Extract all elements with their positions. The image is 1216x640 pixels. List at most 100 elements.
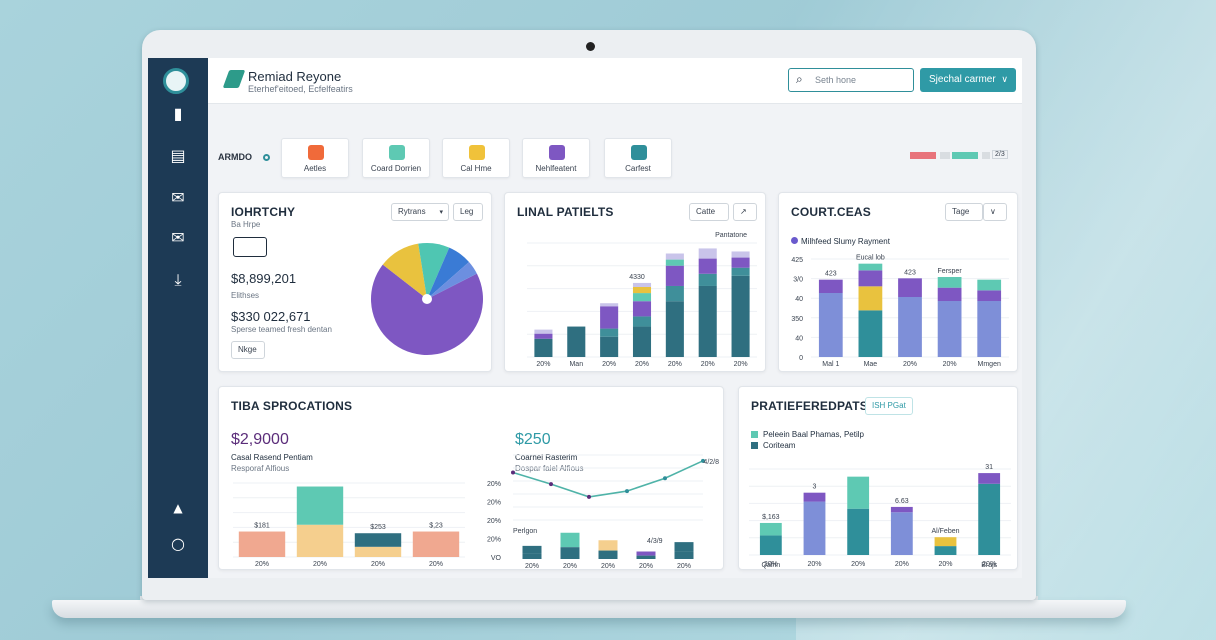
quick-action-0[interactable]: Aetles [281, 138, 349, 178]
bar-segment [632, 301, 652, 317]
x-tick-label: 20% [635, 361, 649, 368]
bar-segment [632, 293, 652, 302]
y-tick-label: 20% [487, 481, 501, 488]
revenue-bar-chart: 20% $181 20% 20% $253 20% $,23 VO 20% 20% 20% 20% [233, 481, 502, 568]
legend-swatch [751, 431, 758, 438]
trend-line-chart: 4/2/8 20% 20% 20% 20% 20% Perlgon 4/3/9 [511, 454, 719, 569]
laptop-base [52, 600, 1126, 618]
data-label: 423 [825, 271, 837, 278]
x-tick-label: 20% [764, 561, 778, 568]
mini-bar [636, 555, 656, 559]
y-tick-label: 350 [791, 316, 803, 323]
trend-point [587, 494, 591, 499]
pie-slice [371, 264, 483, 355]
up-arrow-icon[interactable]: ▲ [173, 501, 183, 515]
quick-action-icon [469, 145, 485, 160]
y-tick-label: 425 [791, 257, 803, 264]
sidebar: ▮ ▤ ✉ ✉ ⤓ ▲ ○ [148, 58, 208, 578]
badge[interactable]: ISH PGat [865, 397, 913, 415]
trend-point [549, 482, 553, 487]
bar-segment [978, 483, 1001, 555]
quick-action-3[interactable]: Nehlfeatent [522, 138, 590, 178]
search-input[interactable]: ⌕ Seth hone [788, 68, 914, 92]
trend-point [511, 470, 515, 475]
bag-icon[interactable]: ▮ [173, 104, 183, 123]
caret-down-icon: ▾ [439, 208, 443, 216]
period-dropdown[interactable]: Rytrans ▾ [391, 203, 449, 221]
trend-point [625, 489, 629, 494]
quick-action-label: Aetles [303, 164, 327, 173]
x-sub-label: Brajs [981, 562, 997, 569]
quick-action-label: Carfest [625, 164, 651, 173]
chart-dropdown[interactable]: Catte [689, 203, 729, 221]
data-label: 423 [904, 269, 916, 276]
mini-bar [674, 551, 694, 559]
quick-action-icon [631, 145, 647, 160]
x-tick-label: 20% [982, 561, 996, 568]
app-logo-icon[interactable] [163, 68, 189, 94]
header-action-button[interactable]: Sjechal carmer ∨ [920, 68, 1016, 92]
trend-point [701, 458, 705, 463]
brand-logo-icon [222, 70, 246, 88]
bar-segment [600, 306, 619, 329]
bar-segment [632, 316, 652, 327]
camera-icon [586, 42, 595, 51]
card-patients: LINAL PATIELTS Catte ↗ 20% Man 20% 20% 20% 20… [504, 192, 766, 372]
card-pie: IOHRTCHY Ba Hrpe Rytrans ▾ Leg $8,899,20… [218, 192, 492, 372]
bar-segment [698, 248, 717, 259]
chart-dropdown[interactable]: Tage [945, 203, 983, 221]
legend-bar [952, 152, 978, 159]
x-tick-label: 20% [807, 561, 821, 568]
bar-segment [534, 329, 553, 334]
inbox-icon[interactable]: ✉ [171, 228, 185, 247]
app-title: Remiad Reyone [248, 69, 342, 84]
data-label: Eucal lob [856, 255, 885, 262]
x-tick-label: Mmgen [978, 361, 1001, 368]
bar-segment [412, 531, 460, 557]
bar-segment [847, 508, 870, 555]
card-title: IOHRTCHY [231, 205, 296, 219]
x-tick-label: 20% [938, 561, 952, 568]
data-label: 6.63 [895, 498, 909, 505]
data-label: 3 [813, 484, 817, 491]
bar-segment [698, 258, 717, 274]
bar-segment [731, 267, 750, 276]
bar-segment [354, 546, 402, 557]
download-icon[interactable]: ⤓ [174, 270, 182, 289]
x-tick-label: 20% [639, 563, 653, 569]
quick-action-1[interactable]: Coard Dorrien [362, 138, 430, 178]
y-tick-label: 20% [487, 537, 501, 544]
legend-label-2: Coriteam [763, 441, 796, 450]
bar-segment [567, 326, 586, 357]
legend-bar [940, 152, 950, 159]
stat-label-2: Sperse teamed fresh dentan [231, 325, 332, 334]
bar-segment [665, 265, 684, 286]
bar-segment [890, 506, 913, 513]
stat-value-1: $2,9000 [231, 431, 289, 448]
data-label: 31 [985, 464, 993, 471]
mini-bar [522, 553, 542, 559]
share-icon[interactable]: ↗ [733, 203, 757, 221]
quick-action-4[interactable]: Carfest [604, 138, 672, 178]
bar-segment [354, 533, 402, 547]
card-sprocations: TIBA SPROCATIONS $2,9000 Casal Rasend Pe… [218, 386, 724, 570]
data-label: $253 [370, 524, 386, 531]
mail-icon[interactable]: ✉ [171, 188, 185, 207]
mini-bar [598, 550, 618, 559]
document-icon[interactable]: ▤ [170, 146, 186, 165]
stat-label-1: Elithses [231, 291, 260, 300]
bar-segment [858, 310, 883, 357]
quick-action-label: Cal Hme [460, 164, 492, 173]
log-toggle[interactable]: Leg [453, 203, 483, 221]
quick-action-2[interactable]: Cal Hme [442, 138, 510, 178]
circle-icon[interactable]: ○ [171, 534, 185, 553]
chevron-down-icon[interactable]: ∨ [983, 203, 1007, 221]
legend-dot [791, 237, 798, 244]
x-tick-label: 20% [255, 561, 269, 568]
card-title: COURT.CEAS [791, 205, 872, 219]
next-button[interactable]: Nkge [231, 341, 265, 359]
y-tick-label: VO [491, 555, 502, 562]
bar-segment [803, 501, 826, 555]
chart-annotation: Pantatone [715, 232, 747, 239]
x-tick-label: Man [569, 361, 583, 368]
